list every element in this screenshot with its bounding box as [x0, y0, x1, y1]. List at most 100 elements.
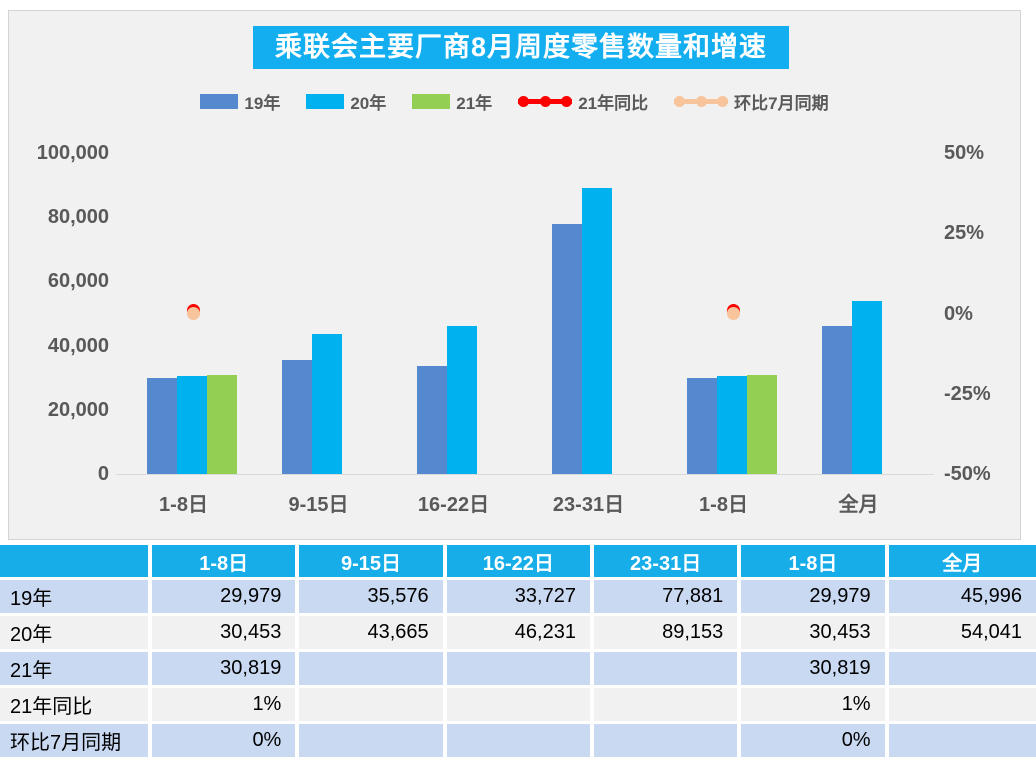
table-cell: 77,881: [593, 577, 742, 613]
table-cell: [299, 685, 447, 721]
marker-环比7月同期-1-8日: [726, 307, 740, 320]
table-header-cell: 1-8日: [741, 545, 889, 577]
table-header-cell: [0, 545, 153, 577]
legend-dot: [561, 96, 573, 107]
table-cell: [299, 649, 447, 685]
legend-label: 20年: [350, 94, 387, 113]
bar-21年-1-8日: [747, 375, 777, 474]
right-axis-tick: 50%: [944, 142, 985, 164]
table-cell: [888, 685, 1036, 721]
table-cell: [888, 721, 1036, 757]
table-cell: [888, 649, 1036, 685]
bar-20年-全月: [852, 301, 882, 474]
table-cell: [593, 721, 742, 757]
right-axis-tick: -50%: [944, 463, 991, 485]
legend-dot: [518, 96, 530, 107]
marker-环比7月同期-1-8日: [186, 307, 200, 320]
table-cell: 30,819: [741, 649, 889, 685]
legend-item-环比7月同期: 环比7月同期: [674, 89, 829, 114]
x-axis-label-1-8日: 1-8日: [699, 494, 748, 516]
legend-item-21年同比: 21年同比: [518, 89, 648, 114]
legend-dot: [695, 96, 707, 107]
right-axis-tick: 0%: [944, 302, 973, 325]
table-row: 21年同比 1% 1%: [0, 685, 1036, 721]
table-cell: 45,996: [888, 577, 1036, 613]
row-label: 20年: [0, 613, 153, 649]
bar-19年-23-31日: [552, 224, 582, 474]
table-cell: 54,041: [888, 613, 1036, 649]
x-axis-label-1-8日: 1-8日: [159, 494, 208, 516]
left-axis-tick: 20,000: [47, 398, 109, 421]
legend-swatch-icon: [412, 94, 451, 109]
x-axis-label-23-31日: 23-31日: [552, 494, 625, 516]
table-cell: 35,576: [299, 577, 447, 613]
table-cell: [446, 649, 594, 685]
table-cell: 30,453: [741, 613, 889, 649]
table-cell: 33,727: [446, 577, 594, 613]
bar-19年-全月: [822, 326, 852, 474]
legend-dot: [717, 96, 729, 107]
legend-dot: [674, 96, 686, 107]
table-cell: 0%: [152, 721, 300, 757]
table-cell: 30,819: [152, 649, 300, 685]
chart-legend: 19年 20年 21年 21年同比 环比7月同期: [9, 89, 1020, 114]
legend-label: 环比7月同期: [734, 94, 829, 113]
table-cell: 43,665: [299, 613, 447, 649]
legend-dot: [539, 96, 551, 107]
bar-19年-9-15日: [282, 360, 312, 474]
left-axis-tick: 80,000: [47, 206, 109, 229]
legend-swatch-icon: [200, 94, 239, 109]
legend-line-marker-icon: [674, 96, 729, 107]
left-axis-tick: 40,000: [47, 334, 109, 357]
bar-20年-16-22日: [447, 326, 477, 474]
table-cell: [299, 721, 447, 757]
table-row: 19年 29,979 35,576 33,727 77,881 29,979 45,996: [0, 577, 1036, 613]
bar-20年-9-15日: [312, 334, 342, 474]
x-axis-label-全月: 全月: [838, 494, 879, 516]
row-label: 19年: [0, 577, 153, 613]
bar-20年-1-8日: [717, 376, 747, 474]
x-axis-label-9-15日: 9-15日: [288, 494, 349, 516]
table-header-cell: 9-15日: [299, 545, 447, 577]
row-label: 环比7月同期: [0, 721, 153, 757]
x-axis-label-16-22日: 16-22日: [417, 494, 490, 516]
table-row: 环比7月同期 0% 0%: [0, 721, 1036, 757]
right-axis-tick: 25%: [944, 222, 985, 245]
table-cell: [593, 685, 742, 721]
table-header-cell: 16-22日: [446, 545, 594, 577]
x-axis-line: [116, 474, 934, 475]
left-axis-tick: 60,000: [47, 270, 109, 293]
legend-label: 21年同比: [578, 94, 649, 113]
legend-item-19年: 19年: [200, 89, 280, 114]
legend-label: 19年: [244, 94, 281, 113]
table-cell: [446, 721, 594, 757]
table-cell: 0%: [741, 721, 889, 757]
table-cell: 30,453: [152, 613, 300, 649]
table-row: 20年 30,453 43,665 46,231 89,153 30,453 54,041: [0, 613, 1036, 649]
bar-19年-1-8日: [687, 378, 717, 474]
table-header-cell: 全月: [888, 545, 1036, 577]
table-header-cell: 1-8日: [152, 545, 300, 577]
table-cell: 1%: [152, 685, 300, 721]
table-header-row: 1-8日 9-15日 16-22日 23-31日 1-8日 全月: [0, 545, 1036, 577]
table-header-cell: 23-31日: [593, 545, 742, 577]
data-table: 1-8日 9-15日 16-22日 23-31日 1-8日 全月 19年 29,979 35,…: [0, 545, 1036, 757]
row-label: 21年: [0, 649, 153, 685]
table-cell: 29,979: [741, 577, 889, 613]
table-row: 21年 30,819 30,819: [0, 649, 1036, 685]
bar-19年-16-22日: [417, 366, 447, 474]
bar-20年-23-31日: [582, 188, 612, 474]
table-cell: 46,231: [446, 613, 594, 649]
table-cell: [593, 649, 742, 685]
chart-frame: 乘联会主要厂商8月周度零售数量和增速 19年 20年 21年 21年同比 环比7月同期 …: [8, 10, 1021, 540]
table-cell: [446, 685, 594, 721]
row-label: 21年同比: [0, 685, 153, 721]
left-axis-tick: 100,000: [36, 142, 109, 164]
chart-title: 乘联会主要厂商8月周度零售数量和增速: [253, 26, 789, 69]
legend-line-marker-icon: [518, 96, 573, 107]
table-cell: 89,153: [593, 613, 742, 649]
left-axis-tick: 0: [97, 463, 109, 485]
legend-swatch-icon: [306, 94, 345, 109]
bar-19年-1-8日: [147, 378, 177, 474]
table-cell: 1%: [741, 685, 889, 721]
